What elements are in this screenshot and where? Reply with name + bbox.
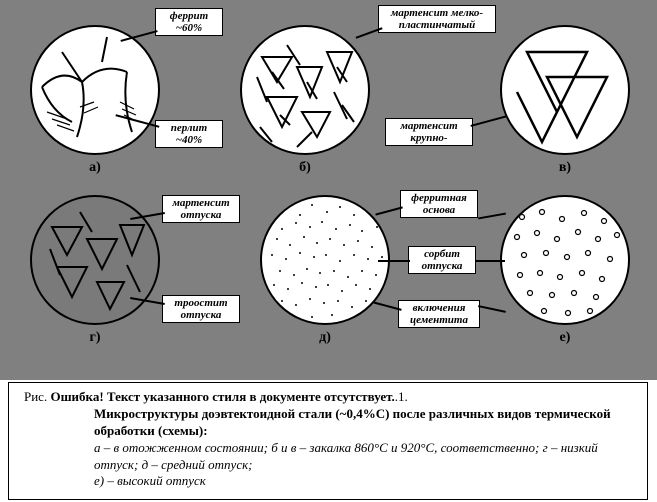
label-cement: включения цементита xyxy=(398,300,480,328)
caption-title: Микроструктуры доэвтектоидной стали (~0,… xyxy=(94,406,611,438)
figure-caption: Рис. Ошибка! Текст указанного стиля в до… xyxy=(20,385,640,494)
microstructure-e xyxy=(500,195,630,325)
cement-text: включения цементита xyxy=(410,302,468,326)
sublabel-g: г) xyxy=(30,330,160,346)
sublabel-a: а) xyxy=(30,160,160,176)
sublabel-e: е) xyxy=(500,330,630,346)
microstructure-g xyxy=(30,195,160,325)
perlit-text: перлит ~40% xyxy=(171,122,207,146)
microstructure-d xyxy=(260,195,390,325)
ferr-base-text: ферритная основа xyxy=(411,192,467,216)
label-ferrit: феррит ~60% xyxy=(155,8,223,36)
microstructure-b xyxy=(240,25,370,155)
label-mart-fine: мартенсит мелко- пластинчатый xyxy=(378,5,496,33)
mart-temp-text: мартенсит отпуска xyxy=(172,197,229,221)
pointer xyxy=(475,260,505,262)
caption-desc: а – в отожженном состоянии; б и в – зака… xyxy=(94,440,598,489)
mart-fine-text: мартенсит мелко- пластинчатый xyxy=(391,7,483,31)
sublabel-d: д) xyxy=(260,330,390,346)
label-ferr-base: ферритная основа xyxy=(400,190,478,218)
caption-num: .1. xyxy=(395,389,408,404)
troost-text: троостит отпуска xyxy=(174,297,227,321)
microstructure-a xyxy=(30,25,160,155)
sorbit-text: сорбит отпуска xyxy=(422,248,463,272)
sublabel-b: б) xyxy=(240,160,370,176)
pointer xyxy=(378,260,410,262)
microstructure-c xyxy=(500,25,630,155)
label-mart-coarse: мартенсит крупно- xyxy=(385,118,473,146)
ferrit-text: феррит ~60% xyxy=(170,10,208,34)
label-sorbit: сорбит отпуска xyxy=(408,246,476,274)
label-perlit: перлит ~40% xyxy=(155,120,223,148)
caption-prefix: Рис. xyxy=(24,389,50,404)
caption-error: Ошибка! Текст указанного стиля в докумен… xyxy=(50,389,394,404)
label-mart-temp: мартенсит отпуска xyxy=(162,195,240,223)
sublabel-c: в) xyxy=(500,160,630,176)
label-troost: троостит отпуска xyxy=(162,295,240,323)
mart-coarse-text: мартенсит крупно- xyxy=(400,120,457,144)
